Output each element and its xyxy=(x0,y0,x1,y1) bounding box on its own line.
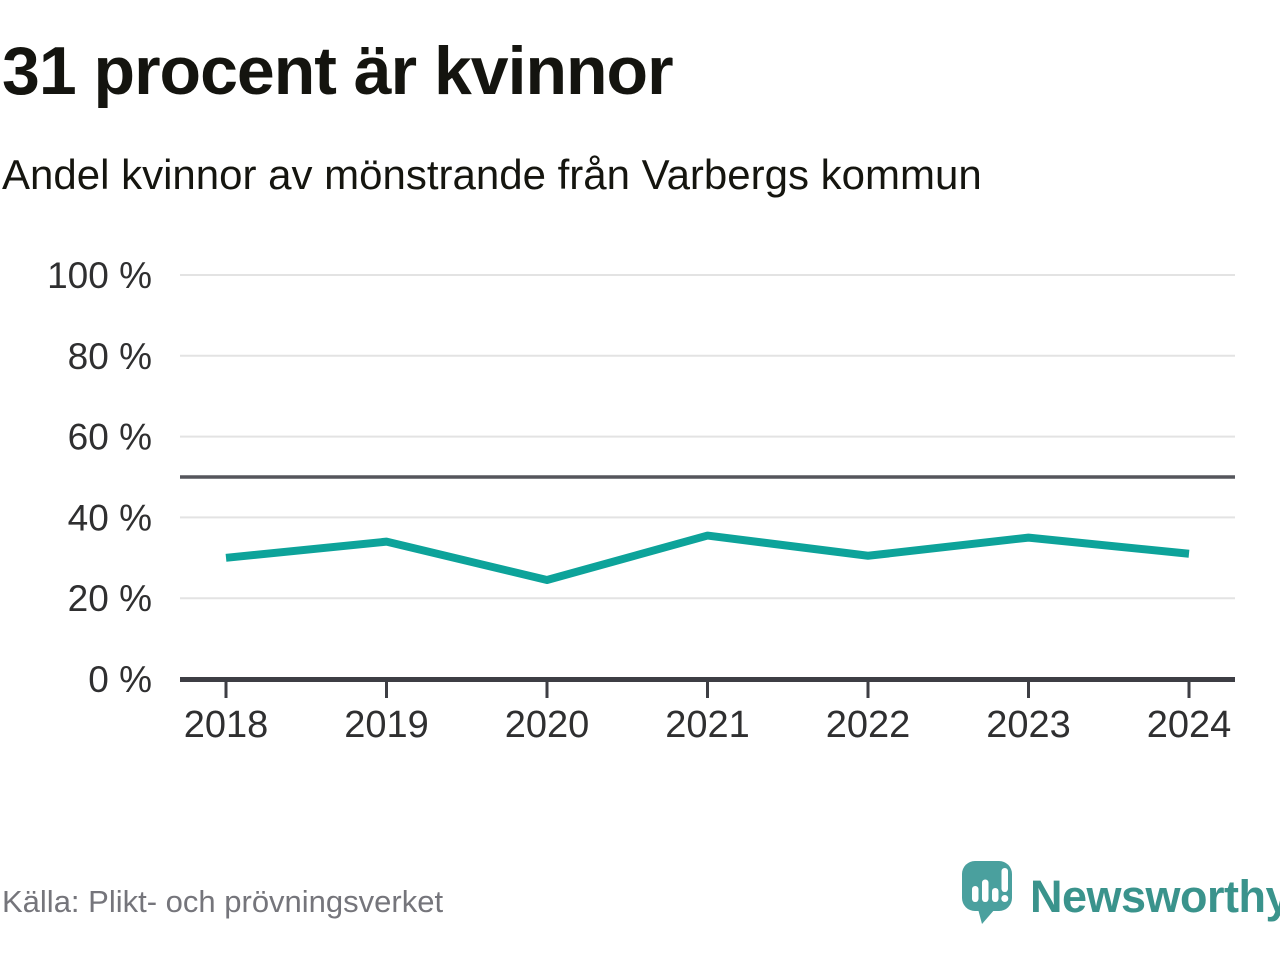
x-tick-label: 2021 xyxy=(665,704,750,746)
y-tick-label: 0 % xyxy=(88,659,152,700)
y-tick-label: 20 % xyxy=(68,578,152,619)
x-tick-label: 2024 xyxy=(1147,704,1232,746)
logo-speech-bubble-tail xyxy=(978,909,995,924)
logo-bar-short xyxy=(972,886,979,902)
source-label: Källa: Plikt- och prövningsverket xyxy=(2,884,444,919)
x-tick-label: 2020 xyxy=(505,704,590,746)
x-tick-label: 2018 xyxy=(184,704,269,746)
brand-wordmark: Newsworthy xyxy=(1030,871,1280,922)
x-tick-label: 2023 xyxy=(986,704,1071,746)
logo-bar-tall xyxy=(982,879,989,902)
newsworthy-logo-icon xyxy=(962,861,1012,924)
y-tick-label: 60 % xyxy=(68,417,152,458)
line-chart: 2018 2019 2020 2021 2022 2023 2024 0 % 20 % 40 % 6… xyxy=(47,255,1235,746)
logo-exclamation-dot xyxy=(1001,895,1009,902)
logo-exclamation-bar xyxy=(1001,868,1008,892)
x-tick-label: 2019 xyxy=(344,704,429,746)
chart-title: 31 procent är kvinnor xyxy=(2,33,674,109)
y-tick-label: 80 % xyxy=(68,336,152,377)
y-tick-label: 100 % xyxy=(47,255,152,296)
x-tick-label: 2022 xyxy=(826,704,911,746)
chart-subtitle: Andel kvinnor av mönstrande från Varberg… xyxy=(2,151,982,198)
logo-bar-medium xyxy=(992,888,999,902)
y-tick-label: 40 % xyxy=(68,497,152,538)
data-line xyxy=(225,531,1190,585)
